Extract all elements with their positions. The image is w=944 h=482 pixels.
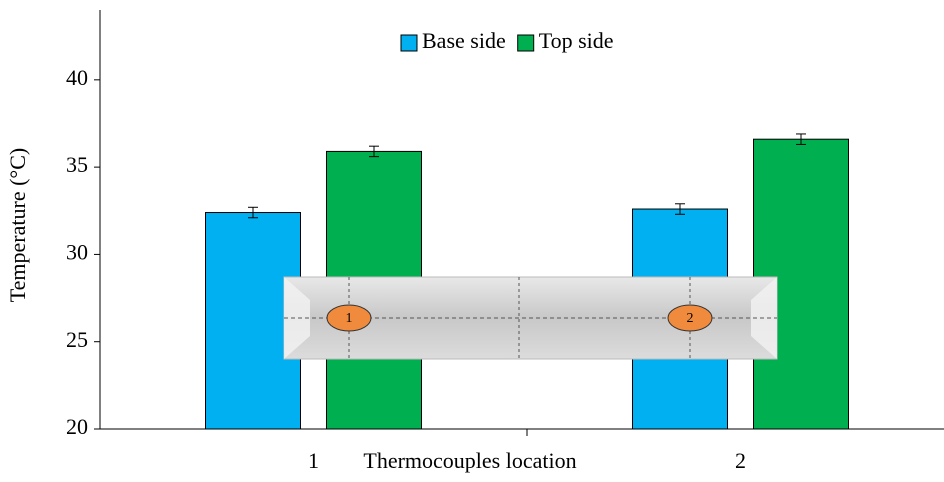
error-bar bbox=[248, 206, 258, 219]
y-tick-label: 40 bbox=[66, 65, 88, 90]
legend-swatch bbox=[400, 34, 418, 52]
error-bar bbox=[675, 203, 685, 215]
error-bar bbox=[369, 145, 379, 158]
inset-label: 1 bbox=[346, 311, 353, 326]
x-axis-label: Thermocouples location bbox=[363, 448, 576, 473]
error-bar bbox=[796, 133, 806, 145]
y-tick-label: 30 bbox=[66, 239, 88, 264]
inset-label: 2 bbox=[687, 311, 694, 326]
y-tick-label: 25 bbox=[66, 327, 88, 352]
y-tick-label: 35 bbox=[66, 152, 88, 177]
y-tick-label: 20 bbox=[66, 414, 88, 439]
inset-bevel-left bbox=[284, 277, 310, 359]
legend-label: Top side bbox=[539, 28, 614, 53]
inset-marker bbox=[667, 304, 713, 332]
legend-swatch bbox=[517, 34, 535, 52]
inset-marker bbox=[326, 304, 372, 332]
legend-label: Base side bbox=[422, 28, 506, 53]
y-axis-label: Temperature (°C) bbox=[5, 148, 30, 302]
x-tick-label: 1 bbox=[308, 448, 319, 473]
x-tick-label: 2 bbox=[735, 448, 746, 473]
